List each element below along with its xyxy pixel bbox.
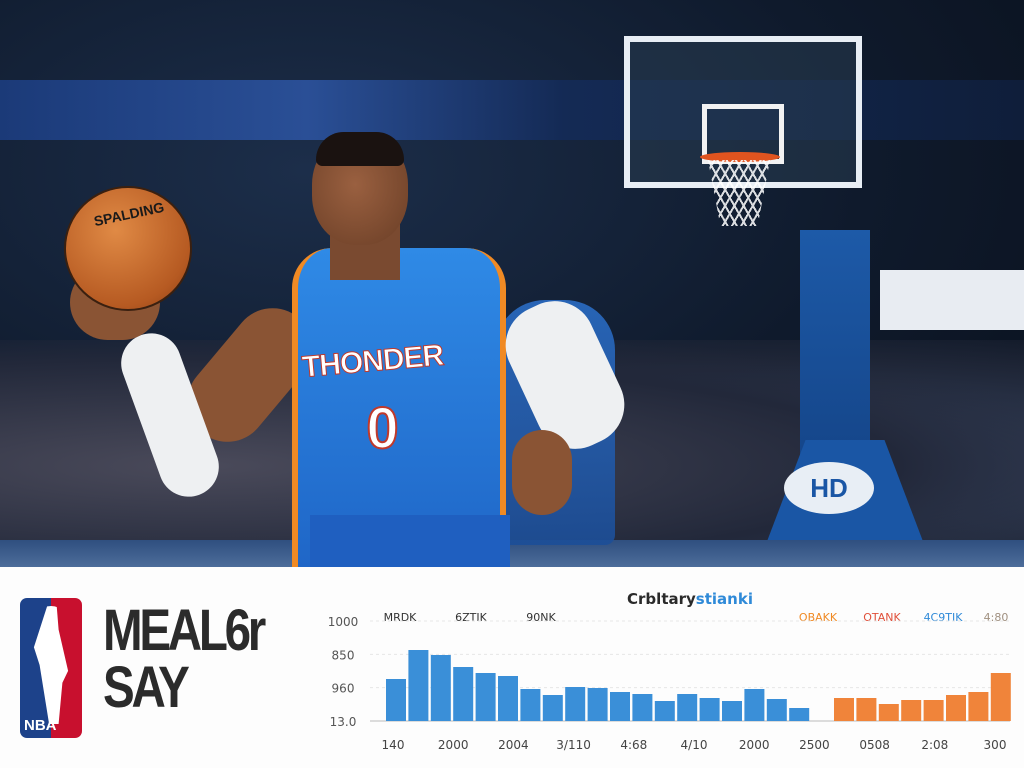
y-tick-label: 960: [332, 682, 355, 696]
bar-blue-9: [587, 688, 608, 721]
x-tick-label: 3/110: [556, 738, 591, 752]
bar-blue-18: [789, 708, 810, 721]
player-jersey: [292, 248, 506, 567]
net: [708, 160, 770, 226]
y-tick-label: 13.0: [330, 715, 357, 729]
legend-label: MRDK: [384, 611, 418, 624]
nba-logo: NBA: [20, 598, 82, 738]
legend-label: 6ZTIK: [455, 611, 487, 624]
player-hand: [512, 430, 572, 515]
bar-blue-7: [542, 695, 563, 721]
bar-blue-11: [632, 694, 653, 721]
bar-blue-8: [565, 687, 586, 721]
y-tick-label: 1000: [328, 615, 359, 629]
bar-blue-1: [408, 650, 429, 721]
bar-chart: Crbltarystianki MRDK 6ZTIK 90NK OBAKK OTANK 4…: [328, 590, 1011, 752]
legend-label: 4C9TIK: [924, 611, 964, 624]
legend-label: OBAKK: [799, 611, 838, 624]
bar-blue-12: [654, 701, 675, 721]
ball-brand: SPALDING: [92, 198, 166, 230]
x-tick-label: 4:68: [620, 738, 647, 752]
bar-blue-3: [453, 667, 474, 721]
x-tick-label: 300: [984, 738, 1007, 752]
rim: [700, 152, 780, 162]
bar-orange-5: [946, 695, 966, 721]
basketball: SPALDING: [64, 186, 192, 311]
bar-blue-10: [610, 692, 630, 721]
bar-orange-0: [834, 698, 854, 721]
brand-line-2: SAY: [103, 655, 190, 720]
bar-orange-2: [878, 704, 899, 721]
brand-title: MEAL6r SAY: [103, 598, 266, 720]
stanchion-logo: HD: [784, 462, 874, 514]
bar-blue-5: [498, 676, 518, 721]
legend-label: OTANK: [863, 611, 901, 624]
bar-blue-15: [722, 701, 742, 721]
bar-orange-1: [856, 698, 877, 721]
bar-blue-0: [386, 679, 406, 721]
legend-label: 90NK: [526, 611, 556, 624]
bar-orange-7: [990, 673, 1011, 721]
nba-logo-text: NBA: [24, 717, 57, 734]
bar-blue-4: [475, 673, 496, 721]
courtside-sign: [880, 270, 1024, 330]
x-tick-label: 4/10: [681, 738, 708, 752]
y-tick-label: 850: [332, 648, 355, 662]
x-tick-label: 2000: [438, 738, 469, 752]
chart-title: Crbltarystianki: [627, 590, 753, 608]
legend-label: 4:80: [984, 611, 1009, 624]
bar-blue-6: [520, 689, 541, 721]
backboard: [624, 36, 862, 188]
bar-orange-4: [923, 700, 944, 721]
x-tick-label: 0508: [859, 738, 890, 752]
x-tick-label: 2004: [498, 738, 529, 752]
bar-blue-17: [766, 699, 787, 721]
player-hair: [316, 132, 404, 166]
bar-blue-16: [744, 689, 765, 721]
x-tick-label: 140: [382, 738, 405, 752]
bar-blue-14: [699, 698, 720, 721]
jersey-number: 0: [365, 395, 399, 462]
bar-blue-13: [677, 694, 698, 721]
arena-banner: [0, 80, 1024, 140]
x-tick-label: 2:08: [921, 738, 948, 752]
bar-blue-2: [430, 655, 451, 721]
bar-orange-6: [968, 692, 989, 721]
bar-orange-3: [901, 700, 922, 721]
info-panel: [0, 567, 1024, 768]
x-tick-label: 2500: [799, 738, 830, 752]
brand-line-1: MEAL6r: [103, 598, 266, 663]
arena-photo: HD THONDER 0 SPALDING: [0, 0, 1024, 567]
player-shorts: [310, 515, 510, 567]
x-tick-label: 2000: [739, 738, 770, 752]
